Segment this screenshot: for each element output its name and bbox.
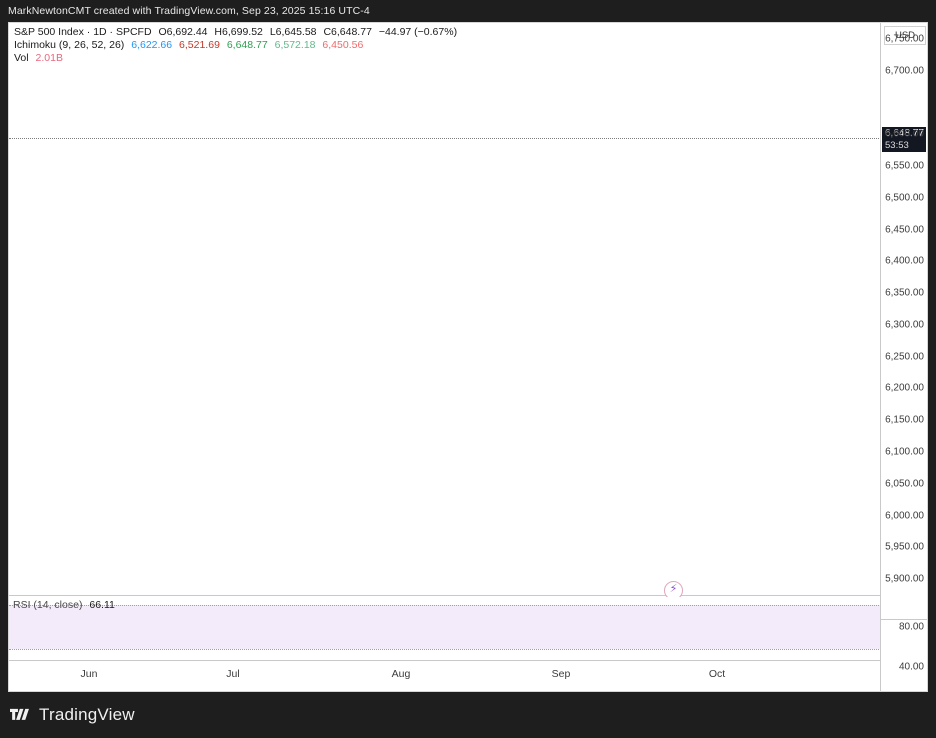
price-axis[interactable]: USD 6,648.77 53:53 6,750.00 6,700.00 6,600… (880, 23, 927, 691)
rsi-legend-value: 66.11 (89, 599, 115, 611)
price-tick: 6,700.00 (885, 65, 924, 77)
tradingview-brand-bar: TradingView (0, 692, 936, 738)
chart-canvas[interactable]: S&P 500 Index · 1D · SPCFD O6,692.44 H6,… (8, 22, 928, 692)
bar-countdown: 53:53 (885, 140, 909, 151)
time-axis[interactable]: JunJulAugSepOctNo (9, 660, 896, 691)
price-tick: 6,200.00 (885, 382, 924, 394)
price-tick: 6,600.00 (885, 128, 924, 140)
price-tick: 6,450.00 (885, 224, 924, 236)
price-tick: 5,950.00 (885, 541, 924, 553)
rsi-legend[interactable]: RSI (14, close) 66.11 (13, 599, 119, 612)
attribution-bar: MarkNewtonCMT created with TradingView.c… (0, 0, 936, 22)
price-tick: 5,900.00 (885, 573, 924, 585)
brand-name: TradingView (39, 705, 135, 724)
price-tick: 6,750.00 (885, 33, 924, 45)
tradingview-logo-icon (10, 708, 29, 720)
current-price-badge: 6,648.77 53:53 (882, 127, 926, 152)
pane-separator (9, 595, 881, 596)
economic-event-marker[interactable]: ⚡ (664, 581, 683, 600)
price-tick: 6,400.00 (885, 255, 924, 267)
price-plot (9, 23, 881, 595)
rsi-pane[interactable]: RSI (14, close) 66.11 (9, 597, 881, 659)
currency-label[interactable]: USD (884, 26, 926, 45)
rsi-band (9, 605, 881, 649)
rsi-tick: 80.00 (898, 621, 924, 633)
time-tick: Oct (708, 668, 726, 680)
price-tick: 6,500.00 (885, 192, 924, 204)
price-tick: 6,300.00 (885, 319, 924, 331)
price-tick: 6,000.00 (885, 510, 924, 522)
rsi-legend-label: RSI (14, close) (13, 599, 83, 611)
price-tick: 6,050.00 (885, 478, 924, 490)
price-tick: 6,550.00 (885, 160, 924, 172)
price-tick: 6,100.00 (885, 446, 924, 458)
price-pane[interactable] (9, 23, 881, 595)
price-tick: 6,350.00 (885, 287, 924, 299)
time-tick: Aug (391, 668, 411, 680)
price-tick: 6,250.00 (885, 351, 924, 363)
axis-pane-separator (881, 619, 927, 620)
price-tick: 6,150.00 (885, 414, 924, 426)
rsi-lower-level (9, 649, 881, 650)
rsi-tick: 40.00 (898, 661, 924, 673)
current-price-dotted-line (9, 138, 881, 139)
current-price-value: 6,648.77 (885, 128, 924, 139)
lightning-bolt-icon: ⚡ (669, 583, 678, 595)
time-tick: Jul (226, 668, 240, 680)
time-tick: Jun (80, 668, 98, 680)
time-tick: Sep (551, 668, 571, 680)
rsi-upper-level (9, 605, 881, 606)
